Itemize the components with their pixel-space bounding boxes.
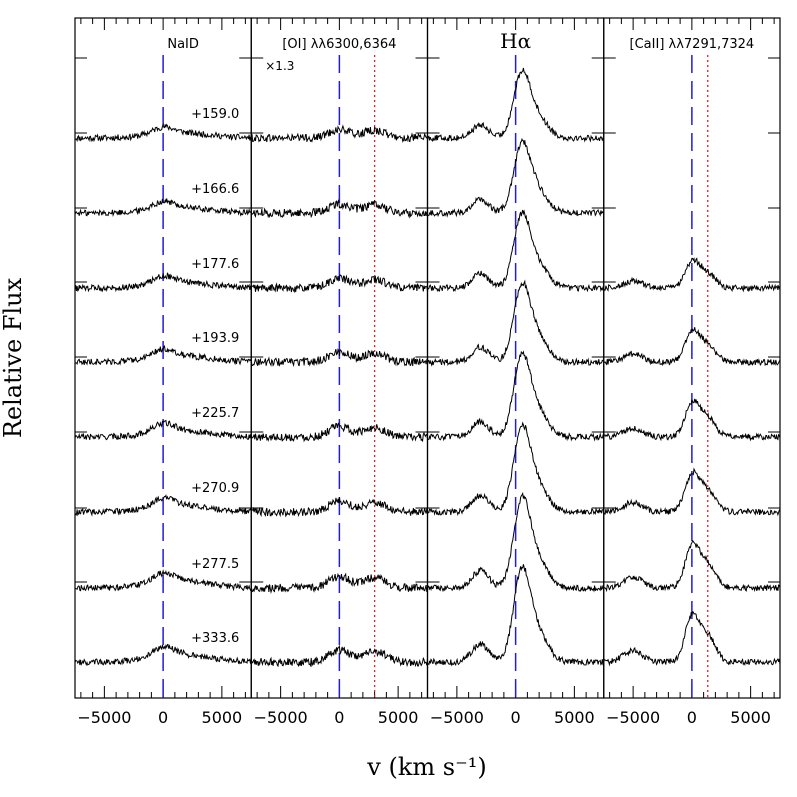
- panel-4: −5000 0 5000 [CaII] λλ7291,7324: [603, 17, 781, 727]
- spectrum-line: [74, 198, 252, 217]
- y-axis-label: Relative Flux: [0, 277, 27, 438]
- epoch-label: +159.0: [191, 107, 239, 122]
- spectrum-line: [427, 279, 604, 367]
- spectrum-line: [603, 467, 781, 517]
- x-tick-label: −5000: [77, 708, 131, 727]
- epoch-label: +166.6: [191, 182, 239, 197]
- spectrum-line: [603, 611, 781, 667]
- panel-3: −5000 0 5000 Hα: [426, 17, 605, 727]
- spectrum-line: [603, 327, 781, 367]
- x-tick-label: 5000: [554, 708, 595, 727]
- x-tick-label: 0: [687, 708, 697, 727]
- spectrum-line: [74, 122, 252, 143]
- epoch-label: +177.6: [191, 257, 239, 272]
- spectrum-line: [427, 350, 605, 442]
- spectrum-line: [74, 644, 252, 667]
- spectrum-line: [74, 494, 252, 517]
- spectrum-line: [603, 257, 781, 293]
- x-tick-label: −5000: [430, 708, 484, 727]
- spectrum-line: [427, 564, 604, 667]
- epoch-label: +277.5: [191, 557, 239, 572]
- spectrum-line: [427, 491, 605, 593]
- epoch-label: +333.6: [191, 631, 239, 646]
- panel-title: [OI] λλ6300,6364: [282, 37, 396, 52]
- spectrum-line: [250, 644, 428, 668]
- x-tick-label: −5000: [254, 708, 308, 727]
- epoch-label: +193.9: [191, 331, 239, 346]
- x-tick-label: 5000: [202, 708, 243, 727]
- spectrum-line: [427, 137, 604, 218]
- spectrum-line: [250, 124, 428, 143]
- x-tick-label: −5000: [606, 708, 660, 727]
- panel-title: NaID: [167, 37, 199, 52]
- spectrum-line: [74, 272, 252, 293]
- spectrum-line: [250, 572, 428, 594]
- spectrum-line: [603, 539, 781, 593]
- spectrum-line: [250, 198, 428, 219]
- panel-2: −5000 0 5000 [OI] λλ6300,6364 ×1.3: [250, 17, 429, 727]
- spectrum-line: [74, 419, 252, 441]
- panel-title: [CaII] λλ7291,7324: [630, 37, 755, 52]
- spectrum-line: [251, 497, 428, 518]
- spectrum-line: [427, 209, 605, 293]
- x-tick-label: 0: [158, 708, 168, 727]
- spectrum-line: [251, 273, 428, 294]
- spectrum-line: [250, 421, 428, 443]
- spectrum-line: [427, 67, 605, 143]
- x-tick-label: 0: [334, 708, 344, 727]
- panels-group: −5000 0 5000 NaID +159.0 +166.6 +177.6 +193.9 +2…: [74, 17, 781, 727]
- panel-title: Hα: [500, 29, 531, 53]
- x-tick-label: 0: [511, 708, 521, 727]
- spectrum-line: [603, 398, 781, 442]
- spectrum-line: [74, 345, 252, 366]
- panel-1: −5000 0 5000 NaID +159.0 +166.6 +177.6 +193.9 +2…: [74, 17, 252, 727]
- scale-annotation: ×1.3: [265, 59, 294, 73]
- spectrum-line: [74, 569, 252, 592]
- x-tick-label: 5000: [378, 708, 419, 727]
- epoch-label: +270.9: [191, 481, 239, 496]
- spectrum-line: [250, 348, 428, 368]
- epoch-label: +225.7: [191, 406, 239, 421]
- spectrum-line: [427, 421, 604, 516]
- x-axis-label: v (km s⁻¹): [366, 753, 486, 781]
- x-tick-label: 5000: [730, 708, 771, 727]
